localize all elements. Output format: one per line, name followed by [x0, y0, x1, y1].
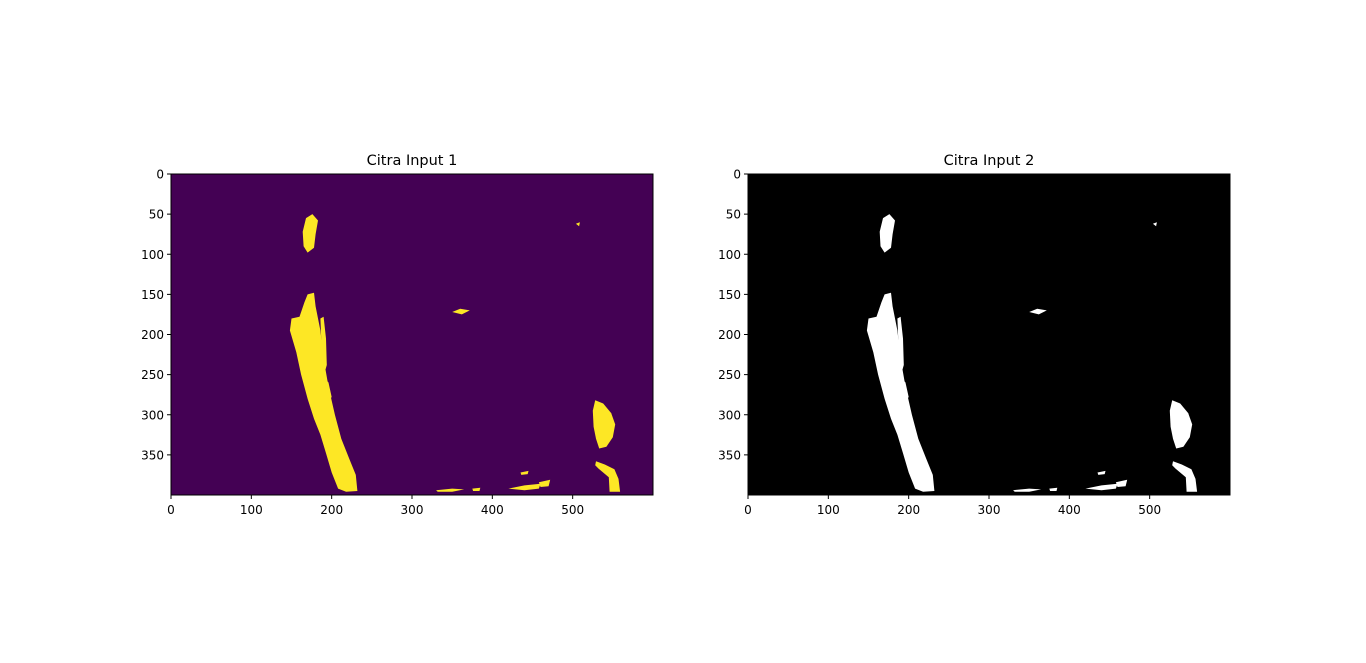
x-tick-label: 200: [320, 503, 343, 517]
region-right-blob: [592, 400, 616, 449]
region-upper-left-blob: [879, 214, 895, 253]
x-tick-label: 500: [1138, 503, 1161, 517]
region-bottom-fragment-3: [520, 470, 529, 475]
y-tick-label: 150: [141, 288, 164, 302]
image-background-1: [171, 174, 653, 495]
x-tick-label: 300: [978, 503, 1001, 517]
panel-title-1: Citra Input 1: [367, 153, 458, 169]
y-tick-label: 250: [718, 368, 741, 382]
panel-title-2: Citra Input 2: [944, 153, 1035, 169]
x-tick-label: 200: [897, 503, 920, 517]
region-bottom-fragment-3: [1097, 470, 1106, 475]
region-bottom-fragment-4: [1013, 488, 1042, 492]
region-left-streak: [289, 292, 358, 492]
region-upper-right-speck: [575, 222, 580, 227]
y-tick-label: 350: [141, 448, 164, 462]
region-bottom-fragment-5: [472, 487, 481, 491]
region-left-streak: [866, 292, 935, 492]
x-tick-label: 0: [167, 503, 175, 517]
y-tick-label: 100: [718, 248, 741, 262]
y-tick-label: 0: [733, 168, 741, 182]
x-tick-label: 400: [481, 503, 504, 517]
region-bottom-fragment-5: [1049, 487, 1058, 491]
y-tick-label: 250: [141, 368, 164, 382]
y-tick-label: 200: [141, 328, 164, 342]
region-lower-right-blob: [595, 461, 621, 492]
y-tick-label: 50: [149, 208, 164, 222]
y-tick-label: 200: [718, 328, 741, 342]
x-tick-label: 500: [561, 503, 584, 517]
y-tick-label: 50: [726, 208, 741, 222]
region-bottom-fragment-2: [1115, 479, 1128, 487]
regions-2: [866, 214, 1198, 492]
x-tick-label: 100: [240, 503, 263, 517]
y-tick-label: 0: [156, 168, 164, 182]
region-bottom-fragment-4: [436, 488, 465, 492]
region-bottom-fragment-2: [538, 479, 551, 487]
x-tick-label: 100: [817, 503, 840, 517]
region-bottom-fragment-1: [508, 483, 541, 491]
x-tick-label: 400: [1058, 503, 1081, 517]
y-tick-label: 300: [718, 408, 741, 422]
y-tick-label: 350: [718, 448, 741, 462]
region-bottom-fragment-1: [1085, 483, 1118, 491]
y-tick-label: 100: [141, 248, 164, 262]
region-left-streak-edge: [902, 378, 909, 401]
x-tick-label: 0: [744, 503, 752, 517]
region-center-sliver: [452, 308, 470, 315]
x-tick-label: 300: [401, 503, 424, 517]
region-right-blob: [1169, 400, 1193, 449]
panel-2: 0 100 200 300 400 500 0 50 100 150 200 250 300 350 Cit…: [718, 153, 1231, 517]
region-upper-left-blob: [302, 214, 318, 253]
region-center-sliver: [1029, 308, 1047, 315]
region-left-streak-fragment: [897, 316, 904, 371]
panel-1: 0 100 200 300 400 500 0 50 100 150 200 250 300 350 Cit…: [141, 153, 654, 517]
regions-1: [289, 214, 621, 492]
region-upper-right-speck: [1152, 222, 1157, 227]
y-tick-label: 300: [141, 408, 164, 422]
region-lower-right-blob: [1172, 461, 1198, 492]
y-tick-label: 150: [718, 288, 741, 302]
region-left-streak-edge: [325, 378, 332, 401]
image-background-2: [748, 174, 1230, 495]
region-left-streak-fragment: [320, 316, 327, 371]
